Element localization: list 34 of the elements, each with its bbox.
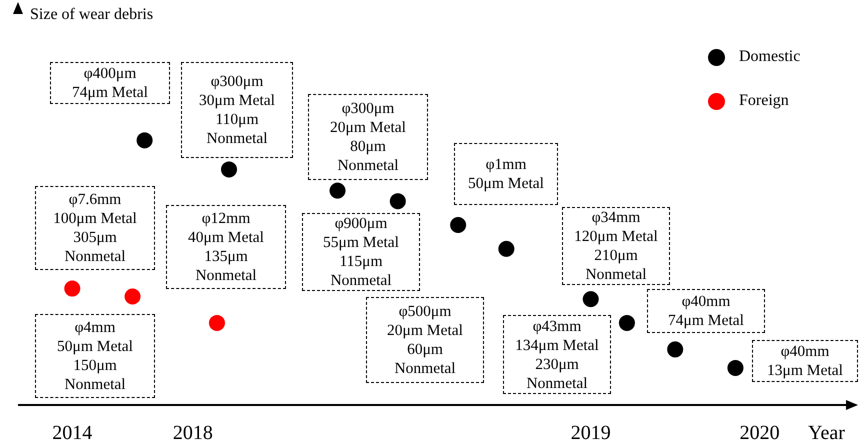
- annotation: φ300μm 30μm Metal 110μm Nonmetal: [199, 72, 275, 148]
- point: [221, 161, 238, 178]
- point: [330, 182, 346, 199]
- annotation: φ500μm 20μm Metal 60μm Nonmetal: [387, 302, 463, 378]
- x-tick-label: 2018: [172, 422, 213, 444]
- text: φ400μm 74μm Metal: [72, 64, 148, 102]
- point: [498, 240, 514, 257]
- x-tick-label: 2020: [740, 422, 780, 444]
- legend-label: Foreign: [739, 92, 789, 110]
- annotation: φ43mm 134μm Metal 230μm Nonmetal: [515, 316, 599, 392]
- annotation: φ40mm 74μm Metal: [668, 292, 744, 330]
- annotation: φ12mm 40μm Metal 135μm Nonmetal: [188, 209, 264, 285]
- point: [124, 288, 141, 304]
- point: [450, 217, 466, 234]
- point: [64, 280, 80, 297]
- point: [667, 341, 684, 358]
- point: [582, 291, 599, 308]
- x-axis-title: Year: [808, 422, 845, 445]
- text: Size of wear debris: [30, 6, 154, 24]
- point: [136, 132, 153, 148]
- point: [390, 193, 406, 210]
- annotation: φ34mm 120μm Metal 210μm Nonmetal: [574, 208, 658, 284]
- annotation: φ1mm 50μm Metal: [468, 155, 544, 193]
- annotation: φ300μm 20μm Metal 80μm Nonmetal: [330, 99, 406, 175]
- point: [208, 314, 225, 331]
- annotation: φ4mm 50μm Metal 150μm Nonmetal: [57, 318, 133, 394]
- x-tick-label: 2019: [570, 422, 611, 444]
- annotation: φ7.6mm 100μm Metal 305μm Nonmetal: [53, 190, 137, 266]
- annotation: φ40mm 13μm Metal: [767, 342, 843, 380]
- x-tick-label: 2014: [52, 422, 92, 444]
- annotation: φ900μm 55μm Metal 115μm Nonmetal: [323, 214, 399, 290]
- point: [618, 314, 635, 331]
- legend-label: Domestic: [739, 48, 800, 66]
- point: [727, 360, 744, 376]
